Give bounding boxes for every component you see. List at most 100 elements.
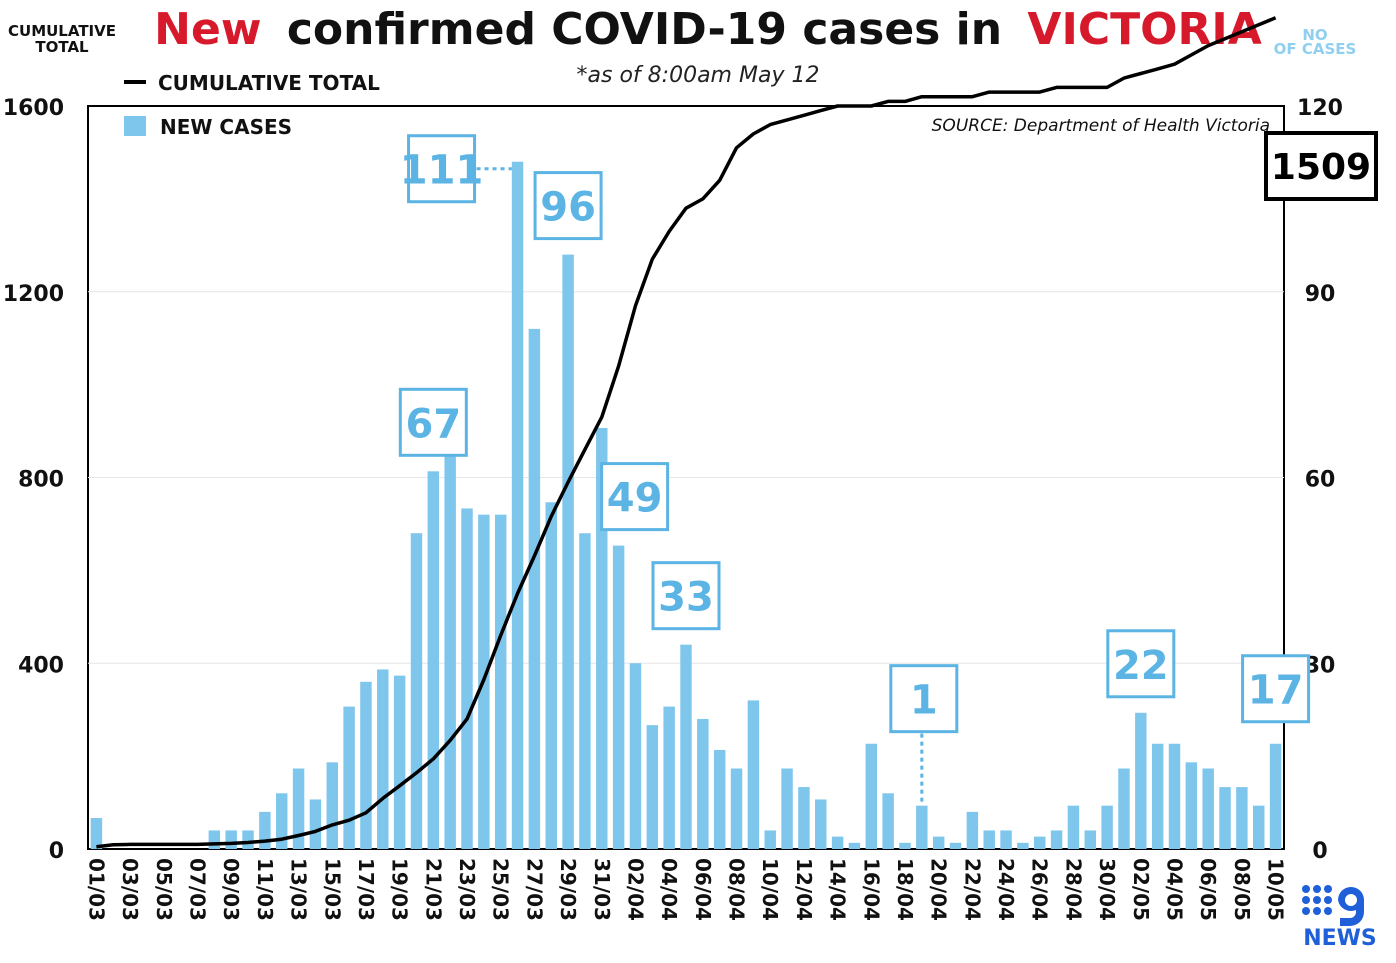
left-axis-ticks: 0 400 800 1200 1600 (3, 96, 64, 864)
right-tick-label: 0 (1312, 839, 1327, 864)
bar-new-cases (1118, 768, 1130, 849)
legend-new-cases-label: NEW CASES (160, 115, 292, 139)
x-tick-label: 04/05 (1163, 858, 1187, 921)
legend-cumulative-label: CUMULATIVE TOTAL (158, 71, 380, 95)
x-tick-label: 02/05 (1129, 858, 1153, 921)
bar-new-cases (309, 799, 322, 849)
x-tick-label: 15/03 (320, 858, 344, 921)
x-tick-label: 24/04 (994, 858, 1018, 921)
bar-new-cases (410, 533, 423, 849)
bar-new-cases (747, 700, 760, 849)
x-tick-label: 10/04 (758, 858, 782, 921)
callouts: 111 96 67 49 33 1 22 17 (398, 134, 1311, 806)
x-tick-label: 08/05 (1230, 858, 1254, 921)
bar-new-cases (646, 725, 659, 849)
bar-new-cases (798, 787, 810, 849)
x-tick-label: 30/04 (1095, 858, 1119, 921)
x-tick-label: 05/03 (152, 858, 176, 921)
x-tick-label: 31/03 (590, 858, 614, 921)
bar-new-cases (511, 161, 524, 850)
x-tick-label: 18/04 (893, 858, 917, 921)
bar-new-cases (1185, 762, 1198, 849)
bar-new-cases (1000, 830, 1012, 849)
x-tick-label: 29/03 (556, 858, 580, 921)
bar-new-cases (1168, 743, 1181, 849)
bar-new-cases (1034, 836, 1046, 849)
bar-new-cases (579, 533, 591, 849)
x-tick-label: 27/03 (522, 858, 546, 921)
x-tick-label: 26/04 (1028, 858, 1052, 921)
chart-subtitle: *as of 8:00am May 12 (577, 63, 820, 88)
bar-new-cases (932, 836, 945, 849)
callout-label: 33 (658, 575, 714, 621)
bar-new-cases (90, 818, 103, 849)
bar-new-cases (697, 718, 709, 849)
callout-box (1106, 629, 1176, 699)
x-axis-ticks: 01/03 03/03 05/03 07/03 09/03 11/03 13/03 15/03… (84, 858, 1287, 921)
final-total-box (1264, 131, 1378, 201)
bar-new-cases (393, 675, 406, 849)
bar-new-cases (663, 706, 675, 849)
bar-new-cases (343, 706, 355, 849)
left-tick-label: 800 (18, 468, 64, 493)
bar-new-cases (1219, 787, 1231, 849)
callout-label: 17 (1248, 668, 1304, 714)
bar-new-cases (1067, 805, 1080, 849)
x-tick-label: 06/05 (1196, 858, 1220, 921)
left-axis-title-line1: CUMULATIVE (8, 22, 116, 40)
callout-label: 111 (400, 148, 484, 194)
x-tick-label: 16/04 (859, 858, 883, 921)
x-tick-label: 22/04 (960, 858, 984, 921)
bar-new-cases (949, 842, 962, 849)
title-middle: confirmed COVID-19 cases in (287, 4, 1002, 55)
x-tick-label: 07/03 (185, 858, 209, 921)
bar-new-cases (983, 830, 995, 849)
right-tick-label: 120 (1297, 96, 1343, 121)
callout-box (889, 664, 959, 734)
title-new: New (154, 4, 261, 55)
bar-new-cases (730, 768, 743, 849)
x-tick-label: 09/03 (219, 858, 243, 921)
bar-new-cases (292, 768, 305, 849)
channel-9-news-logo: NEWS (1302, 885, 1377, 951)
logo-text: NEWS (1303, 926, 1377, 951)
chart-title: New confirmed COVID-19 cases in VICTORIA (154, 4, 1262, 55)
bar-new-cases (966, 811, 979, 849)
callout-box (651, 561, 721, 631)
right-axis-title-line2: OF CASES (1274, 40, 1357, 58)
bar-new-cases (629, 663, 642, 849)
x-tick-label: 11/03 (253, 858, 277, 921)
callout-label: 1 (910, 678, 938, 724)
x-tick-label: 06/04 (691, 858, 715, 921)
x-tick-label: 21/03 (421, 858, 445, 921)
bar-new-cases (1253, 805, 1265, 849)
bar-new-cases (1101, 805, 1113, 849)
bar-new-cases (528, 328, 541, 849)
right-tick-label: 60 (1305, 468, 1336, 493)
bar-new-cases (326, 762, 338, 849)
bar-new-cases (444, 452, 456, 849)
bar-new-cases (916, 805, 928, 849)
bars (90, 161, 1282, 850)
bar-new-cases (848, 842, 861, 849)
legend: CUMULATIVE TOTAL NEW CASES (124, 71, 380, 139)
x-tick-label: 08/04 (725, 858, 749, 921)
bar-new-cases (1050, 830, 1063, 849)
callout-box (533, 171, 603, 241)
final-total-label: 1509 (1271, 147, 1371, 188)
left-tick-label: 400 (18, 653, 64, 678)
x-tick-label: 25/03 (489, 858, 513, 921)
bar-new-cases (494, 514, 507, 849)
bar-new-cases (562, 254, 574, 850)
logo-dots (1302, 885, 1332, 915)
right-axis-title-line1: NO (1302, 26, 1327, 44)
bar-new-cases (764, 830, 776, 849)
bar-new-cases (596, 427, 608, 849)
source-note: SOURCE: Department of Health Victoria (932, 116, 1270, 136)
x-tick-label: 01/03 (84, 858, 108, 921)
bar-new-cases (377, 669, 389, 849)
title-victoria: VICTORIA (1027, 4, 1261, 55)
bar-new-cases (1151, 743, 1164, 849)
bar-new-cases (275, 793, 288, 849)
callout-box (398, 387, 468, 457)
